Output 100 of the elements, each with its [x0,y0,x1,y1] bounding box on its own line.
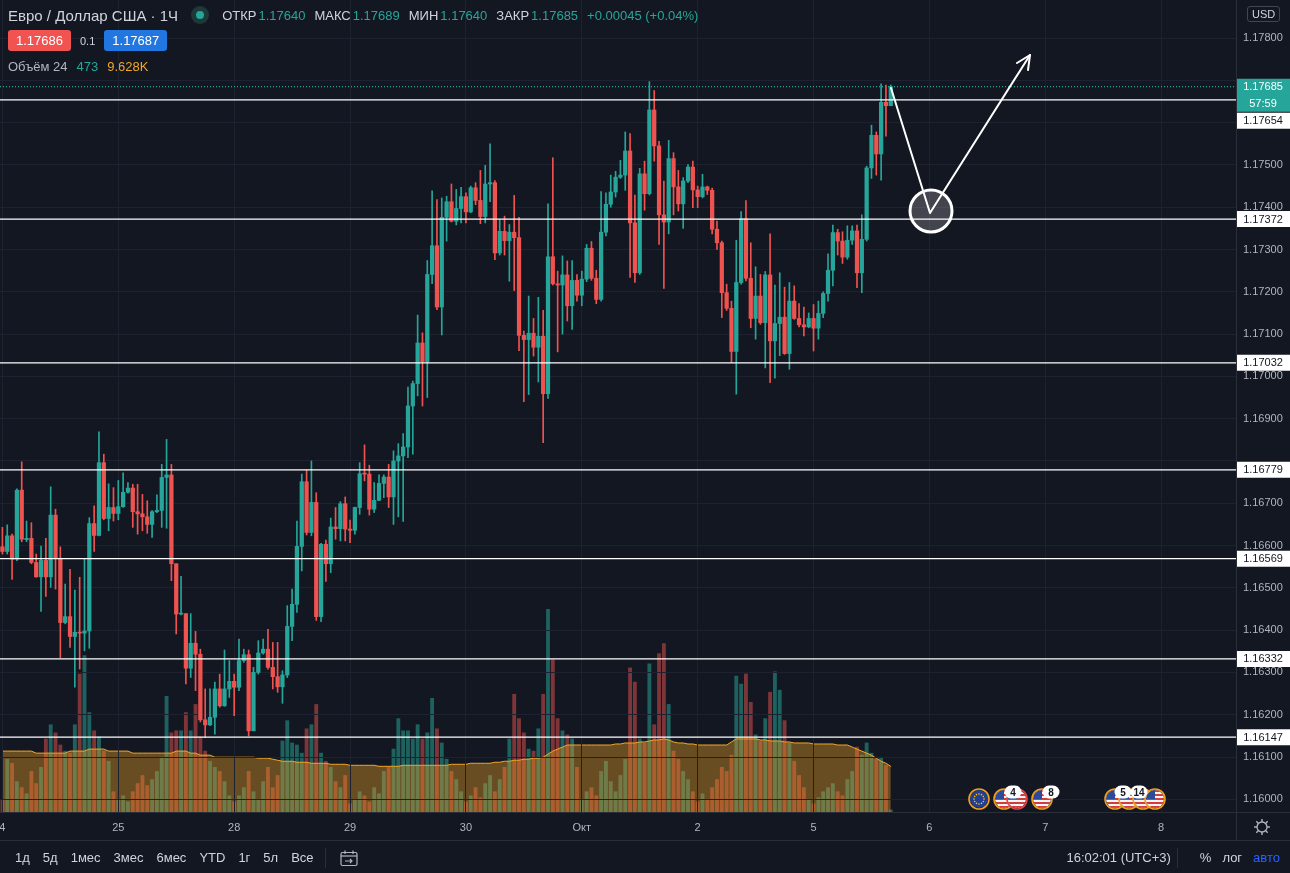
candlestick [801,306,807,337]
y-tick-label: 1.17300 [1243,242,1283,255]
annotation: +0.00045 (+0.04%) [587,7,699,23]
bar [97,736,101,812]
bar [357,791,362,812]
bar [241,787,246,812]
annotation: 1.17640 [258,7,306,23]
annotation: 1.17685 [531,7,579,23]
candlestick [72,589,77,688]
candlestick [347,519,353,543]
bar [68,752,72,812]
bar [63,750,68,812]
y-tick-label: 1.17200 [1243,284,1283,297]
bar [92,730,97,812]
bar [372,787,377,812]
bar [884,764,888,812]
text: % [1199,850,1212,865]
y-tick-label: 1.17400 [1243,200,1283,213]
text: 5л [263,850,279,865]
bar [468,795,473,812]
bar [101,750,106,812]
annotation: МАКС [314,7,351,23]
annotation: 473 [76,59,99,74]
bar [319,752,323,812]
bar [541,693,546,812]
x-tick-label: 8 [1158,820,1165,833]
bar [338,787,343,812]
x-tick-label: 30 [459,820,473,833]
text: 6мес [156,850,187,865]
text: 16:02:01 (UTC+3) [1066,850,1171,865]
bar [435,728,439,812]
text: 5д [42,850,58,865]
x-tick-label: 7 [1042,820,1049,833]
bar [72,724,77,812]
bar [10,762,14,812]
bar [666,704,671,812]
bar [323,760,328,812]
bar [381,771,386,812]
candlestick [526,295,531,395]
bar [734,675,739,812]
bar [497,779,502,812]
bar [835,791,840,812]
bar [328,767,333,812]
y-tick-label: 1.17100 [1243,327,1283,340]
bar [396,718,401,812]
bar [492,791,497,812]
candlestick [116,480,121,521]
candlestick [207,688,213,727]
bar [314,704,319,812]
text: 1мес [70,850,101,865]
ref-line-label: 1.16147 [1243,730,1283,743]
bar [768,691,773,812]
y-tick-label: 1.17000 [1243,369,1283,382]
x-tick-label: 25 [112,820,125,833]
text: 1д [15,850,30,865]
bar [77,673,82,812]
text: Все [291,850,314,865]
ref-line-label: 1.17032 [1243,356,1283,369]
text: авто [1253,850,1280,865]
bar [753,734,758,812]
candlestick [883,84,889,137]
bar [647,663,652,812]
bar [106,760,111,812]
bar [806,799,811,812]
candlestick [232,673,237,716]
bar [512,693,517,812]
text: USD [1247,6,1281,22]
candlestick [772,284,778,379]
bar [763,718,768,812]
bar [584,791,589,812]
bar [536,728,541,812]
candlestick [63,583,68,625]
bar [526,748,531,812]
bar [415,724,420,812]
bar [14,781,19,812]
bar [169,732,174,812]
y-tick-label: 1.16100 [1243,750,1283,763]
bar [681,771,686,812]
bar [343,775,348,812]
ref-line-label: 1.17372 [1243,212,1283,225]
bar [285,720,290,812]
bar [546,609,550,812]
x-tick-label: 5 [810,820,817,833]
x-tick-label: 4 [0,820,6,833]
bar [879,756,884,812]
ref-line-label: 1.16332 [1243,652,1283,665]
text: лог [1222,850,1243,865]
bar [309,724,314,812]
x-tick-label: 2 [694,820,701,833]
bar [29,771,34,812]
annotation: 0.1 [80,34,96,47]
bar [855,746,859,812]
bar [637,738,642,812]
bar [874,758,879,812]
candlestick [777,272,782,356]
ref-line-label: 1.16569 [1243,552,1283,565]
text: YTD [199,850,226,865]
bar [48,724,53,812]
y-tick-label: 1.16900 [1243,411,1283,424]
bar [570,738,575,812]
